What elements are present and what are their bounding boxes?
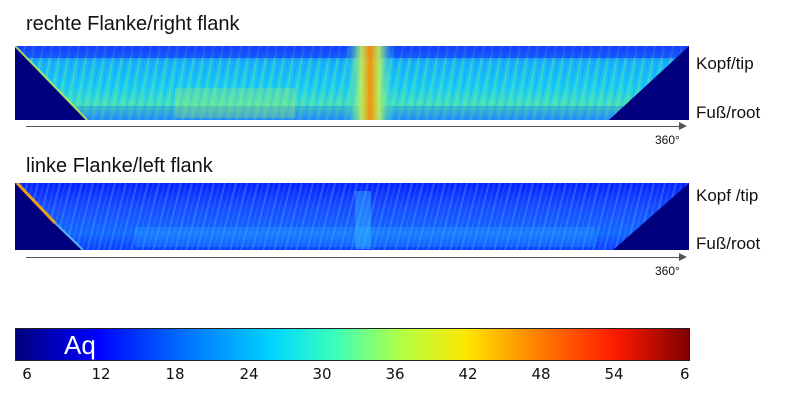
left-flank-tip-label: Kopf /tip	[696, 186, 759, 205]
colorbar-tick: 30	[312, 365, 332, 383]
right-flank-tip-label: Kopf/tip	[696, 54, 754, 73]
colorbar-tick: 36	[385, 365, 405, 383]
colorbar-tick: 12	[91, 365, 111, 383]
colorbar-tick: 18	[165, 365, 185, 383]
left-flank-root-label: Fuß/root	[696, 234, 761, 253]
left-flank-axis-end-label: 360°	[655, 264, 680, 278]
left-flank-title: linke Flanke/left flank	[26, 155, 213, 177]
colorbar-label: Aq	[64, 330, 96, 360]
colorbar-tick: 48	[531, 365, 551, 383]
right-flank-axis-end-label: 360°	[655, 133, 680, 147]
colorbar-tick: 24	[239, 365, 259, 383]
colorbar-tick: 42	[458, 365, 478, 383]
left-flank-axis-arrow	[679, 253, 687, 261]
left-flank-angle-axis	[26, 257, 679, 258]
right-flank-right-mask	[609, 46, 689, 120]
colorbar-tick: 60	[680, 366, 689, 382]
right-flank-heatmap	[15, 46, 689, 120]
aq-colorbar: Aq	[15, 328, 690, 361]
left-flank-heatmap	[15, 183, 689, 250]
colorbar-tick: 54	[604, 365, 624, 383]
colorbar-tick: 6	[22, 365, 32, 383]
right-flank-root-label: Fuß/root	[696, 103, 761, 122]
right-flank-axis-arrow	[679, 122, 687, 130]
right-flank-angle-axis	[26, 126, 679, 127]
right-flank-title: rechte Flanke/right flank	[26, 13, 240, 35]
left-flank-right-mask	[613, 183, 689, 250]
